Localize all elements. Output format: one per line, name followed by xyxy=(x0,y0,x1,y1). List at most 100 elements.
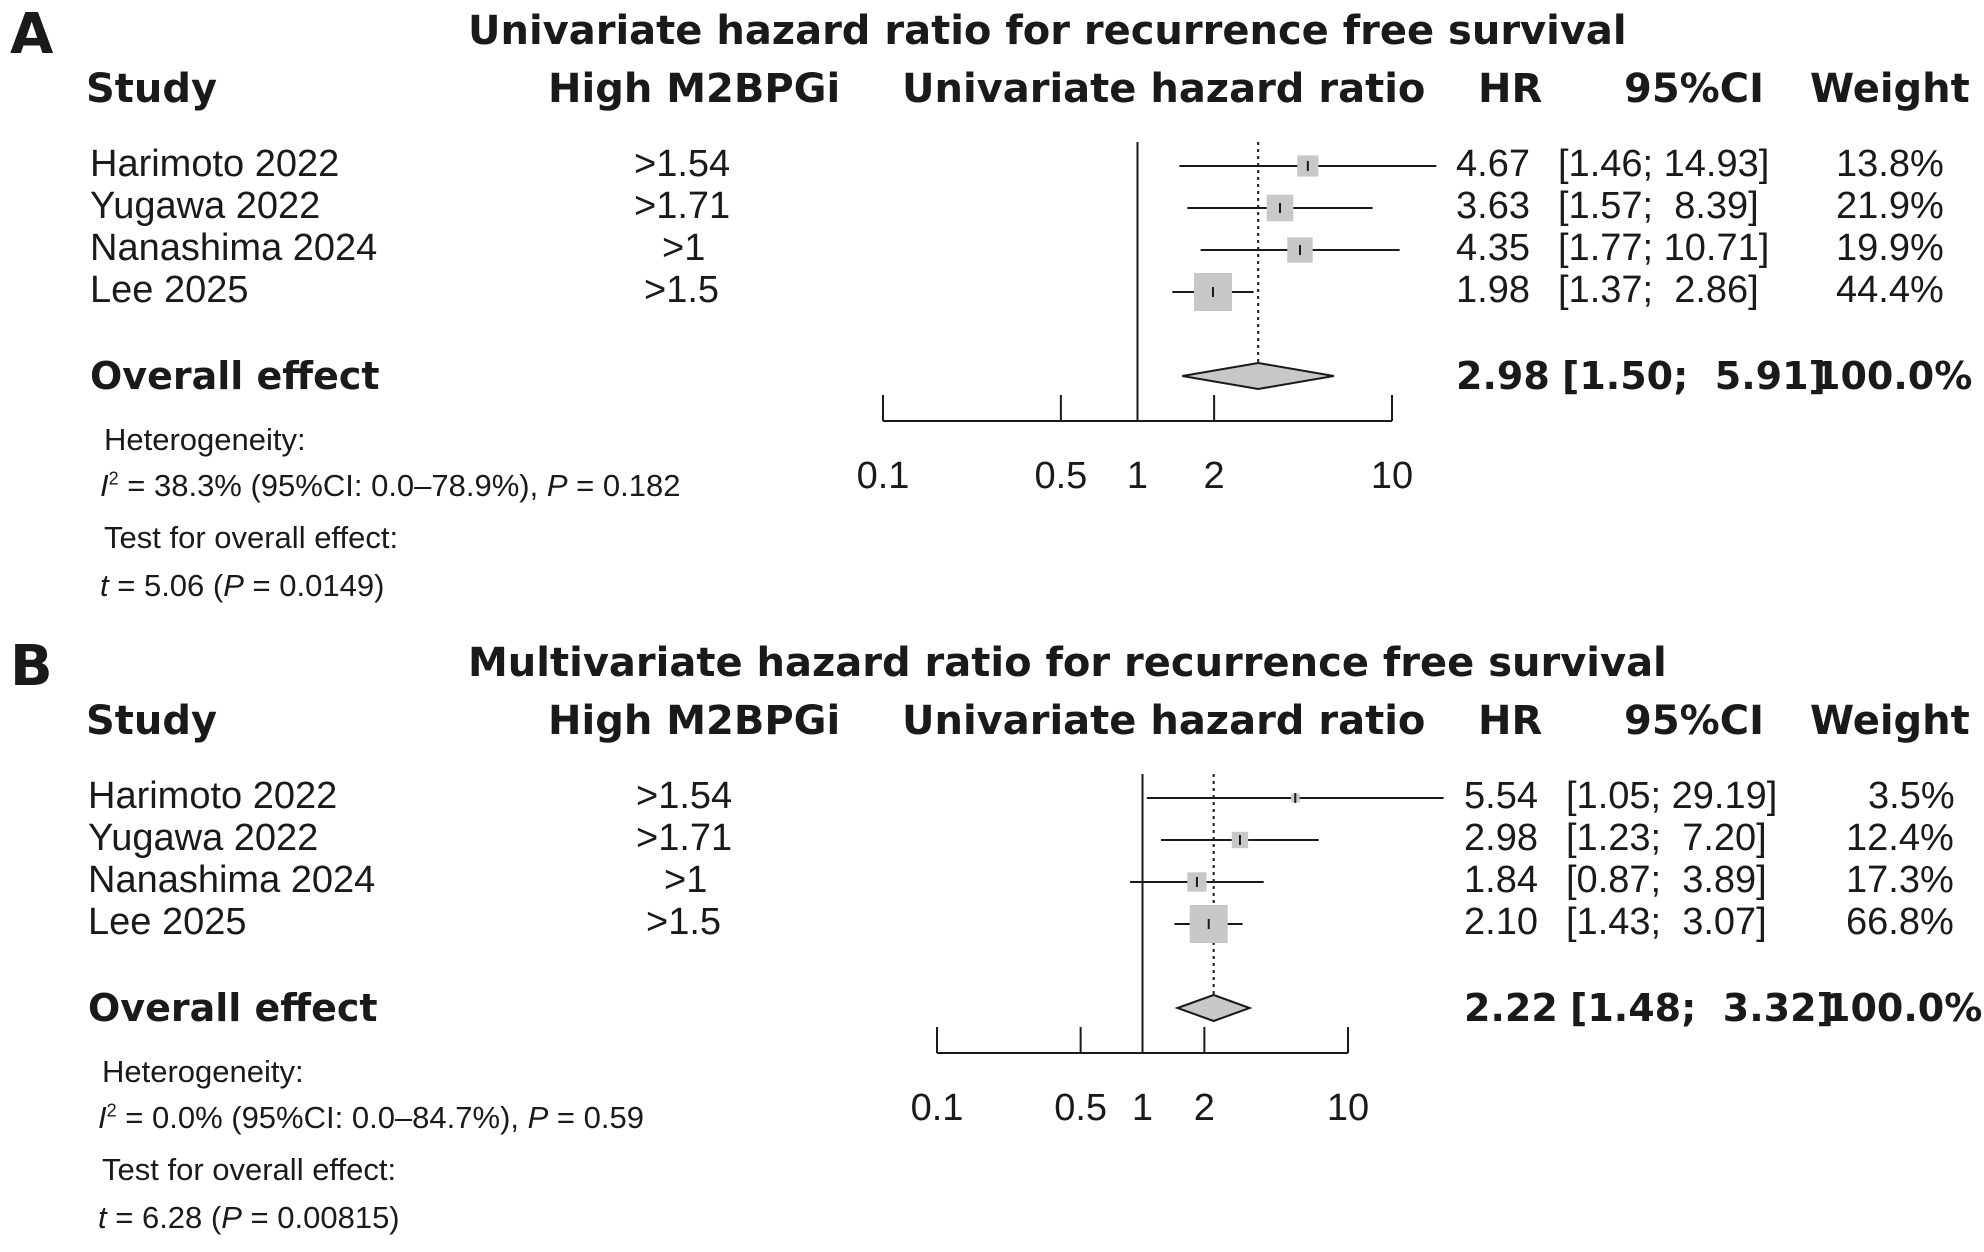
column-header-weight: Weight xyxy=(1810,66,1970,112)
hr-value: 1.98 xyxy=(1456,269,1530,311)
study-name: Lee 2025 xyxy=(88,901,247,943)
study-name: Harimoto 2022 xyxy=(90,143,340,185)
panel-letter: A xyxy=(10,2,54,67)
x-axis-tick-label: 10 xyxy=(1327,1087,1369,1129)
weight-value: 21.9% xyxy=(1836,185,1944,227)
chart-title: Univariate hazard ratio for recurrence f… xyxy=(468,8,1627,54)
overall-ci-value: [1.50; 5.91] xyxy=(1562,354,1826,398)
weight-value: 13.8% xyxy=(1836,143,1944,185)
study-name: Harimoto 2022 xyxy=(88,775,338,817)
weight-value: 17.3% xyxy=(1846,859,1954,901)
ci-value: [1.46; 14.93] xyxy=(1558,143,1770,185)
x-axis-tick-label: 0.1 xyxy=(857,455,910,497)
p-value: = 0.00815) xyxy=(241,1200,400,1235)
cutoff-value: >1.5 xyxy=(646,901,722,943)
column-header-hr: HR xyxy=(1478,698,1543,744)
study-name: Lee 2025 xyxy=(90,269,249,311)
i2-value: = 0.0% (95%CI: 0.0–84.7%), xyxy=(116,1100,528,1135)
column-header-hr: HR xyxy=(1478,66,1543,112)
column-header-cutoff: High M2BPGi xyxy=(548,698,841,744)
x-axis-tick-label: 0.1 xyxy=(911,1087,964,1129)
heterogeneity-stats: I2 = 0.0% (95%CI: 0.0–84.7%), P = 0.59 xyxy=(98,1100,644,1136)
hr-value: 3.63 xyxy=(1456,185,1530,227)
study-name: Nanashima 2024 xyxy=(90,227,378,269)
heterogeneity-heading: Heterogeneity: xyxy=(104,422,306,457)
cutoff-value: >1 xyxy=(662,227,706,269)
ci-value: [1.57; 8.39] xyxy=(1558,185,1759,227)
overall-hr-value: 2.22 xyxy=(1464,986,1558,1030)
cutoff-value: >1 xyxy=(664,859,708,901)
overall-ci-value: [1.48; 3.32] xyxy=(1570,986,1834,1030)
overall-test-stats: t = 6.28 (P = 0.00815) xyxy=(98,1200,400,1236)
panel-letter: B xyxy=(10,634,53,699)
weight-value: 44.4% xyxy=(1836,269,1944,311)
overall-test-stats: t = 5.06 (P = 0.0149) xyxy=(100,568,384,604)
ci-value: [0.87; 3.89] xyxy=(1566,859,1767,901)
column-header-ci: 95%CI xyxy=(1624,698,1764,744)
column-header-plot: Univariate hazard ratio xyxy=(902,66,1426,112)
t-value: = 5.06 ( xyxy=(108,568,224,603)
p-symbol: P xyxy=(546,468,568,503)
p-value: = 0.0149) xyxy=(243,568,385,603)
forest-plot-area: 0.1 0.5 1 2 10 xyxy=(857,142,1437,497)
p-value: = 0.59 xyxy=(548,1100,644,1135)
x-axis-tick-label: 2 xyxy=(1194,1087,1215,1129)
x-axis-tick-label: 1 xyxy=(1132,1087,1153,1129)
cutoff-value: >1.5 xyxy=(644,269,720,311)
study-name: Nanashima 2024 xyxy=(88,859,376,901)
hr-value: 2.98 xyxy=(1464,817,1538,859)
hr-value: 5.54 xyxy=(1464,775,1538,817)
t-symbol: t xyxy=(98,1200,107,1235)
ci-value: [1.23; 7.20] xyxy=(1566,817,1767,859)
overall-hr-value: 2.98 xyxy=(1456,354,1550,398)
chart-title: Multivariate hazard ratio for recurrence… xyxy=(468,640,1667,686)
weight-value: 3.5% xyxy=(1868,775,1955,817)
column-header-ci: 95%CI xyxy=(1624,66,1764,112)
x-axis-tick-label: 0.5 xyxy=(1054,1087,1107,1129)
overall-test-heading: Test for overall effect: xyxy=(104,520,399,555)
ci-value: [1.77; 10.71] xyxy=(1558,227,1770,269)
column-header-study: Study xyxy=(86,698,218,744)
study-name: Yugawa 2022 xyxy=(88,817,319,859)
heterogeneity-heading: Heterogeneity: xyxy=(102,1054,304,1089)
column-header-study: Study xyxy=(86,66,218,112)
p-value: = 0.182 xyxy=(567,468,681,503)
hr-value: 4.67 xyxy=(1456,143,1530,185)
column-header-plot: Univariate hazard ratio xyxy=(902,698,1426,744)
cutoff-value: >1.54 xyxy=(634,143,731,185)
x-axis-tick-label: 1 xyxy=(1127,455,1148,497)
t-symbol: t xyxy=(100,568,109,603)
overall-effect-diamond xyxy=(1174,993,1253,1023)
overall-weight-value: 100.0% xyxy=(1814,354,1973,398)
ci-value: [1.43; 3.07] xyxy=(1566,901,1767,943)
column-header-weight: Weight xyxy=(1810,698,1970,744)
hr-value: 2.10 xyxy=(1464,901,1538,943)
cutoff-value: >1.71 xyxy=(636,817,733,859)
forest-plot-panel-a: A Univariate hazard ratio for recurrence… xyxy=(0,0,1984,620)
heterogeneity-stats: I2 = 38.3% (95%CI: 0.0–78.9%), P = 0.182 xyxy=(100,468,680,504)
p-symbol: P xyxy=(223,568,244,603)
overall-effect-label: Overall effect xyxy=(88,986,378,1030)
hr-value: 4.35 xyxy=(1456,227,1530,269)
study-name: Yugawa 2022 xyxy=(90,185,321,227)
x-axis-tick-label: 0.5 xyxy=(1034,455,1087,497)
cutoff-value: >1.54 xyxy=(636,775,733,817)
forest-plot-area: 0.1 0.5 1 2 10 xyxy=(911,774,1444,1129)
cutoff-value: >1.71 xyxy=(634,185,731,227)
weight-value: 12.4% xyxy=(1846,817,1954,859)
t-value: = 6.28 ( xyxy=(106,1200,222,1235)
i2-symbol: I xyxy=(98,1100,107,1135)
ci-value: [1.37; 2.86] xyxy=(1558,269,1759,311)
x-axis-tick-label: 10 xyxy=(1371,455,1413,497)
i2-value: = 38.3% (95%CI: 0.0–78.9%), xyxy=(118,468,547,503)
overall-effect-label: Overall effect xyxy=(90,354,380,398)
forest-plot-panel-b: B Multivariate hazard ratio for recurren… xyxy=(0,632,1984,1252)
weight-value: 19.9% xyxy=(1836,227,1944,269)
i2-superscript: 2 xyxy=(106,1100,117,1121)
overall-effect-diamond xyxy=(1182,361,1335,391)
column-header-cutoff: High M2BPGi xyxy=(548,66,841,112)
weight-value: 66.8% xyxy=(1846,901,1954,943)
ci-value: [1.05; 29.19] xyxy=(1566,775,1778,817)
p-symbol: P xyxy=(221,1200,242,1235)
i2-symbol: I xyxy=(100,468,109,503)
